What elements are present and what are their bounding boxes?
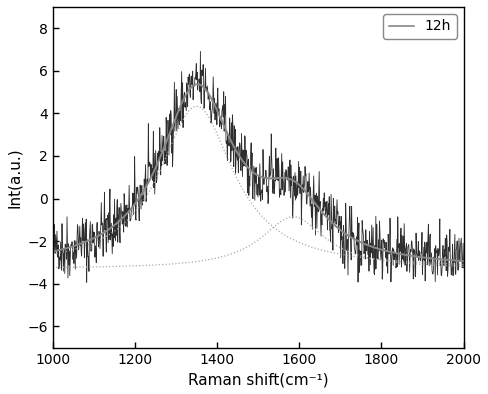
Legend: 12h: 12h xyxy=(383,14,457,39)
X-axis label: Raman shift(cm⁻¹): Raman shift(cm⁻¹) xyxy=(188,372,328,387)
Y-axis label: Int(a.u.): Int(a.u.) xyxy=(7,147,22,208)
